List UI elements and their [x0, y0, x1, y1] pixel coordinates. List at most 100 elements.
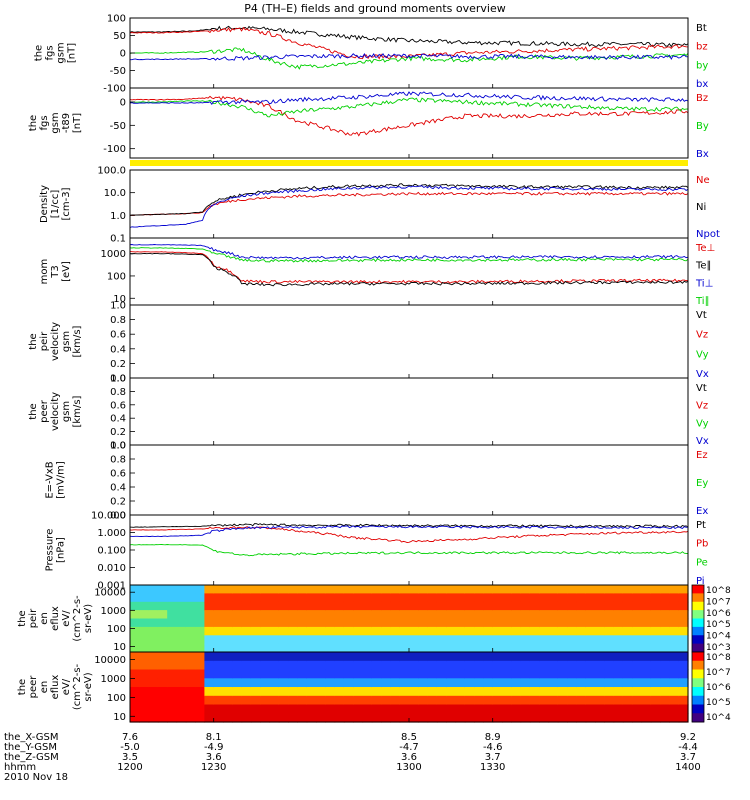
heatmap-cell	[464, 626, 475, 636]
heatmap-cell	[399, 652, 410, 662]
legend-Vt: Vt	[696, 310, 707, 321]
series-line-Bx	[129, 91, 689, 105]
heatmap-cell	[204, 643, 215, 653]
y-tick-label: 0.2	[110, 359, 126, 370]
heatmap-cell	[613, 593, 624, 603]
heatmap-cell	[325, 601, 336, 611]
heatmap-cell	[390, 704, 401, 714]
heatmap-cell	[622, 626, 633, 636]
heatmap-cell	[474, 618, 484, 628]
heatmap-cell	[650, 643, 661, 653]
heatmap-cell	[148, 660, 159, 671]
y-axis-label: [cm-3]	[61, 187, 72, 220]
heatmap-cell	[567, 618, 577, 628]
heatmap-cell	[288, 669, 298, 679]
heatmap-cell	[390, 687, 401, 697]
heatmap-cell	[297, 585, 308, 594]
heatmap-cell	[548, 695, 559, 706]
heatmap-cell	[390, 635, 401, 645]
heatmap-cell	[455, 635, 466, 645]
heatmap-cell	[269, 601, 280, 611]
heatmap-cell	[139, 660, 150, 671]
heatmap-cell	[502, 626, 512, 636]
heatmap-cell	[427, 585, 438, 594]
heatmap-cell	[390, 695, 401, 706]
heatmap-cell	[585, 626, 596, 636]
heatmap-cell	[418, 585, 429, 594]
heatmap-cell	[362, 643, 373, 653]
heatmap-cell	[595, 601, 605, 611]
y-tick-label: 10.0	[104, 188, 126, 199]
heatmap-cell	[678, 618, 689, 628]
heatmap-cell	[260, 652, 271, 662]
heatmap-cell	[604, 585, 615, 594]
y-tick-label: 0.4	[110, 344, 126, 355]
heatmap-cell	[576, 618, 587, 628]
heatmap-cell	[641, 669, 652, 679]
heatmap-cell	[185, 610, 196, 620]
heatmap-cell	[446, 669, 457, 679]
heatmap-cell	[232, 618, 243, 628]
panel-frame	[129, 304, 689, 379]
heatmap-cell	[343, 593, 354, 603]
heatmap-cell	[669, 704, 680, 714]
x-axis-value: 1230	[201, 762, 226, 773]
heatmap-cell	[371, 687, 382, 697]
heatmap-cell	[464, 678, 475, 688]
heatmap-cell	[343, 601, 354, 611]
x-axis-value: 8.5	[401, 732, 417, 743]
heatmap-cell	[381, 678, 391, 688]
heatmap-cell	[278, 704, 289, 714]
colorbar-label: 10^4	[706, 713, 731, 723]
heatmap-cell	[297, 652, 308, 662]
heatmap-cell	[678, 704, 689, 714]
heatmap-cell	[595, 687, 605, 697]
series-line-By	[129, 97, 689, 118]
heatmap-cell	[529, 678, 540, 688]
y-tick-label: 10	[113, 712, 126, 723]
heatmap-cell	[678, 610, 689, 620]
heatmap-cell	[371, 695, 382, 706]
heatmap-cell	[436, 593, 447, 603]
heatmap-cell	[176, 635, 187, 645]
heatmap-cell	[343, 626, 354, 636]
colorbar-segment	[692, 643, 704, 653]
heatmap-cell	[409, 593, 419, 603]
heatmap-cell	[604, 610, 615, 620]
heatmap-cell	[492, 669, 503, 679]
y-axis-label: peer	[28, 675, 39, 699]
heatmap-cell	[557, 713, 568, 723]
heatmap-cell	[343, 635, 354, 645]
y-axis-label: gsm	[61, 331, 72, 352]
heatmap-cell	[204, 652, 215, 662]
heatmap-cell	[390, 626, 401, 636]
heatmap-cell	[455, 669, 466, 679]
y-axis-label: sr-eV)	[83, 672, 94, 701]
heatmap-cell	[520, 660, 531, 671]
heatmap-cell	[148, 669, 159, 679]
heatmap-cell	[167, 618, 178, 628]
heatmap-cell	[427, 704, 438, 714]
heatmap-cell	[520, 626, 531, 636]
heatmap-cell	[381, 652, 391, 662]
heatmap-cell	[325, 652, 336, 662]
heatmap-cell	[539, 593, 550, 603]
heatmap-cell	[483, 687, 494, 697]
heatmap-cell	[176, 593, 187, 603]
legend-Te∥: Te∥	[695, 261, 712, 272]
heatmap-cell	[260, 601, 271, 611]
heatmap-cell	[604, 704, 615, 714]
heatmap-cell	[622, 635, 633, 645]
heatmap-cell	[362, 669, 373, 679]
heatmap-cell	[195, 601, 205, 611]
y-tick-label: 50	[113, 31, 126, 42]
heatmap-cell	[269, 652, 280, 662]
heatmap-cell	[502, 669, 512, 679]
heatmap-cell	[492, 713, 503, 723]
legend-Npot: Npot	[696, 229, 720, 240]
heatmap-cell	[185, 713, 196, 723]
heatmap-cell	[334, 652, 345, 662]
heatmap-cell	[269, 687, 280, 697]
heatmap-cell	[548, 626, 559, 636]
heatmap-cell	[362, 695, 373, 706]
